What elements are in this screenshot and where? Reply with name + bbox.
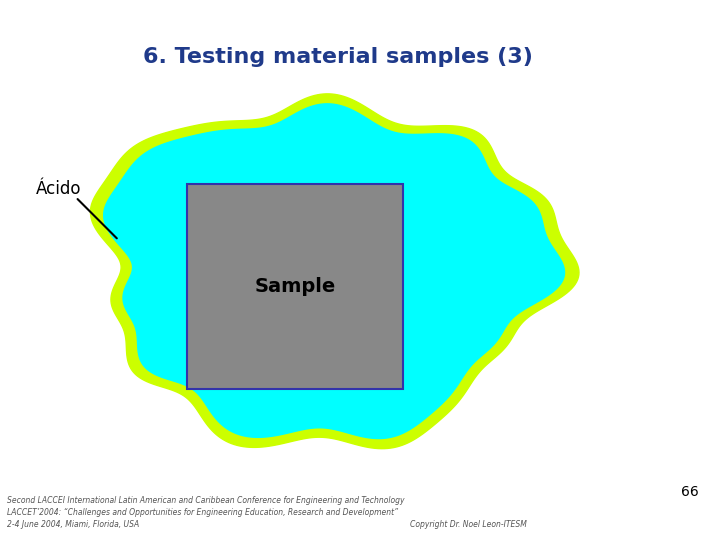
- Text: 2-4 June 2004, Miami, Florida, USA: 2-4 June 2004, Miami, Florida, USA: [7, 520, 140, 529]
- Text: Copyright Dr. Noel Leon-ITESM: Copyright Dr. Noel Leon-ITESM: [410, 520, 527, 529]
- Text: Sample: Sample: [255, 276, 336, 296]
- Text: LACCET’2004: “Challenges and Opportunities for Engineering Education, Research a: LACCET’2004: “Challenges and Opportuniti…: [7, 508, 398, 517]
- Bar: [187, 184, 403, 389]
- Text: 66: 66: [680, 485, 698, 500]
- Text: 6. Testing material samples (3): 6. Testing material samples (3): [143, 46, 534, 67]
- Polygon shape: [91, 94, 579, 449]
- Text: Ácido: Ácido: [36, 180, 81, 198]
- Polygon shape: [104, 104, 564, 438]
- Text: Second LACCEI International Latin American and Caribbean Conference for Engineer: Second LACCEI International Latin Americ…: [7, 496, 405, 505]
